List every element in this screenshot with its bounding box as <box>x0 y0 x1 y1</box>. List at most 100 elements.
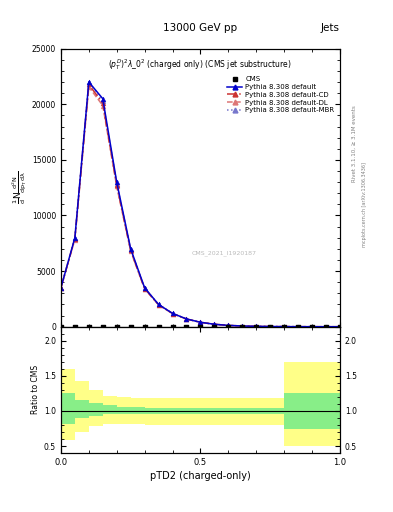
Pythia 8.308 default-MBR <box>170 310 175 316</box>
Pythia 8.308 default-CD <box>268 324 273 330</box>
Pythia 8.308 default-DL <box>101 102 105 109</box>
Pythia 8.308 default-DL <box>156 302 161 308</box>
Line: Pythia 8.308 default-MBR: Pythia 8.308 default-MBR <box>59 79 342 329</box>
X-axis label: pTD2 (charged-only): pTD2 (charged-only) <box>150 471 251 481</box>
Pythia 8.308 default-CD <box>254 323 259 329</box>
Pythia 8.308 default <box>240 323 244 329</box>
Pythia 8.308 default-CD <box>86 81 91 88</box>
Pythia 8.308 default-DL <box>282 324 286 330</box>
Pythia 8.308 default-MBR <box>101 98 105 104</box>
Pythia 8.308 default-DL <box>142 286 147 292</box>
Pythia 8.308 default-CD <box>184 316 189 322</box>
Text: Rivet 3.1.10, ≥ 3.1M events: Rivet 3.1.10, ≥ 3.1M events <box>352 105 357 182</box>
Pythia 8.308 default <box>156 302 161 308</box>
Pythia 8.308 default-CD <box>170 310 175 316</box>
CMS <box>295 323 301 331</box>
Pythia 8.308 default-DL <box>212 321 217 327</box>
Pythia 8.308 default <box>226 323 231 329</box>
Pythia 8.308 default <box>142 285 147 291</box>
Pythia 8.308 default-MBR <box>240 323 244 329</box>
CMS <box>169 323 176 331</box>
Pythia 8.308 default <box>73 234 77 241</box>
Pythia 8.308 default-MBR <box>324 324 329 330</box>
Pythia 8.308 default-DL <box>296 324 300 330</box>
CMS <box>267 323 274 331</box>
Pythia 8.308 default <box>282 324 286 330</box>
Y-axis label: $\frac{1}{\rm d}N\frac{{\rm d}^2N}{{\rm d}p_T\,{\rm d}\lambda}$: $\frac{1}{\rm d}N\frac{{\rm d}^2N}{{\rm … <box>11 171 29 204</box>
Pythia 8.308 default <box>184 316 189 322</box>
CMS <box>323 323 329 331</box>
Pythia 8.308 default-MBR <box>73 234 77 241</box>
Pythia 8.308 default-CD <box>59 285 63 291</box>
Pythia 8.308 default-DL <box>338 324 342 330</box>
Line: Pythia 8.308 default-CD: Pythia 8.308 default-CD <box>59 82 342 329</box>
Pythia 8.308 default-DL <box>240 323 244 329</box>
Pythia 8.308 default <box>170 310 175 316</box>
Pythia 8.308 default-MBR <box>198 319 203 325</box>
CMS <box>114 323 120 331</box>
Pythia 8.308 default <box>198 319 203 325</box>
Pythia 8.308 default-CD <box>198 319 203 326</box>
Pythia 8.308 default <box>128 246 133 252</box>
Pythia 8.308 default-DL <box>184 316 189 322</box>
Line: Pythia 8.308 default: Pythia 8.308 default <box>59 79 342 329</box>
CMS <box>155 323 162 331</box>
Pythia 8.308 default <box>86 79 91 85</box>
Pythia 8.308 default-MBR <box>338 324 342 330</box>
Pythia 8.308 default-MBR <box>310 324 314 330</box>
Line: Pythia 8.308 default-DL: Pythia 8.308 default-DL <box>59 84 342 329</box>
Pythia 8.308 default <box>212 321 217 327</box>
Text: CMS_2021_I1920187: CMS_2021_I1920187 <box>192 250 257 256</box>
Pythia 8.308 default-MBR <box>184 316 189 322</box>
Pythia 8.308 default-CD <box>101 100 105 106</box>
CMS <box>141 323 148 331</box>
CMS <box>225 323 231 331</box>
Pythia 8.308 default-MBR <box>268 324 273 330</box>
Pythia 8.308 default-CD <box>128 247 133 253</box>
Pythia 8.308 default <box>324 324 329 330</box>
Pythia 8.308 default-DL <box>198 319 203 326</box>
Pythia 8.308 default-MBR <box>156 302 161 308</box>
CMS <box>58 323 64 331</box>
Pythia 8.308 default-CD <box>296 324 300 330</box>
Legend: CMS, Pythia 8.308 default, Pythia 8.308 default-CD, Pythia 8.308 default-DL, Pyt: CMS, Pythia 8.308 default, Pythia 8.308 … <box>225 74 336 116</box>
Text: $(p_T^D)^2\lambda\_0^2$ (charged only) (CMS jet substructure): $(p_T^D)^2\lambda\_0^2$ (charged only) (… <box>108 57 292 72</box>
Pythia 8.308 default <box>296 324 300 330</box>
Pythia 8.308 default <box>114 179 119 185</box>
Pythia 8.308 default-CD <box>226 323 231 329</box>
Text: mcplots.cern.ch [arXiv:1306.3436]: mcplots.cern.ch [arXiv:1306.3436] <box>362 162 367 247</box>
Pythia 8.308 default-DL <box>268 324 273 330</box>
Pythia 8.308 default-DL <box>59 285 63 291</box>
Pythia 8.308 default-DL <box>254 323 259 329</box>
Pythia 8.308 default-DL <box>114 183 119 189</box>
Pythia 8.308 default-MBR <box>226 323 231 329</box>
CMS <box>253 323 259 331</box>
CMS <box>86 323 92 331</box>
Pythia 8.308 default-DL <box>226 323 231 329</box>
Pythia 8.308 default-MBR <box>296 324 300 330</box>
CMS <box>239 323 245 331</box>
Pythia 8.308 default-MBR <box>212 321 217 327</box>
Pythia 8.308 default-CD <box>114 182 119 188</box>
Pythia 8.308 default-CD <box>324 324 329 330</box>
CMS <box>183 323 190 331</box>
Text: Jets: Jets <box>321 23 340 33</box>
Pythia 8.308 default-DL <box>86 84 91 90</box>
CMS <box>337 323 343 331</box>
CMS <box>211 323 218 331</box>
Pythia 8.308 default-CD <box>142 286 147 292</box>
CMS <box>309 323 315 331</box>
CMS <box>100 323 106 331</box>
Pythia 8.308 default-DL <box>73 237 77 243</box>
Y-axis label: Ratio to CMS: Ratio to CMS <box>31 366 40 415</box>
CMS <box>281 323 287 331</box>
Pythia 8.308 default <box>338 324 342 330</box>
Pythia 8.308 default-CD <box>310 324 314 330</box>
Pythia 8.308 default-CD <box>240 323 244 329</box>
Pythia 8.308 default-DL <box>170 311 175 317</box>
Pythia 8.308 default <box>310 324 314 330</box>
Pythia 8.308 default-MBR <box>142 285 147 291</box>
Pythia 8.308 default-CD <box>282 324 286 330</box>
Pythia 8.308 default <box>268 324 273 330</box>
Pythia 8.308 default-MBR <box>282 324 286 330</box>
